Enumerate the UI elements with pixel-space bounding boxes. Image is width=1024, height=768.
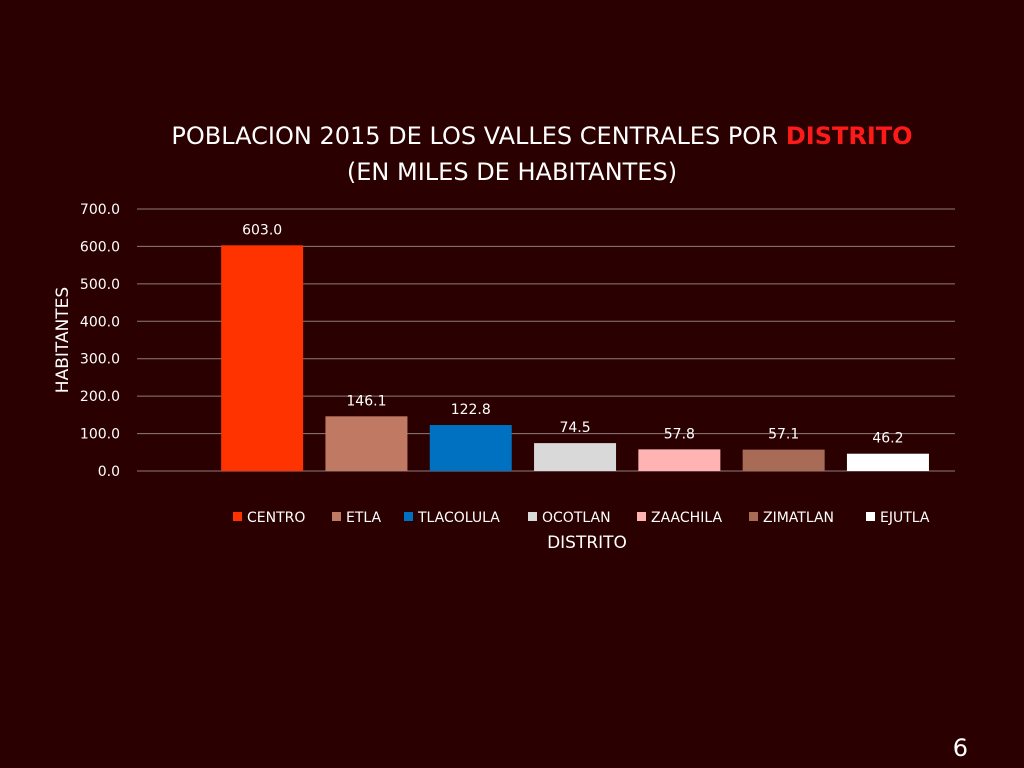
y-axis: 0.0 100.0 200.0 300.0 400.0 500.0 600.0 700.0 <box>80 202 120 480</box>
y-tick-label: 400.0 <box>80 314 120 330</box>
y-tick-label: 500.0 <box>80 277 120 293</box>
legend-swatch <box>404 512 413 521</box>
slide-number: 6 <box>952 734 968 762</box>
legend-swatch <box>332 512 341 521</box>
legend-swatch <box>637 512 646 521</box>
bar-zaachila <box>638 449 721 471</box>
y-tick-label: 600.0 <box>80 239 120 255</box>
y-tick-label: 300.0 <box>80 352 120 368</box>
bar-etla <box>325 416 408 471</box>
y-tick-label: 0.0 <box>98 464 120 480</box>
chart-title-line1: POBLACION 2015 DE LOS VALLES CENTRALES P… <box>171 122 778 150</box>
x-axis-label: DISTRITO <box>547 533 627 553</box>
legend: CENTRO ETLA TLACOLULA OCOTLAN ZAACHILA ZIMATL… <box>233 510 930 526</box>
data-label: 57.1 <box>768 427 799 443</box>
bar-zimatlan <box>742 449 825 471</box>
data-label: 146.1 <box>346 393 386 409</box>
bars <box>221 245 929 471</box>
data-labels: 603.0 146.1 122.8 74.5 57.8 57.1 46.2 <box>242 222 903 446</box>
legend-label: ZIMATLAN <box>763 510 834 526</box>
bar-ocotlan <box>534 443 617 471</box>
legend-label: EJUTLA <box>880 510 930 526</box>
legend-label: OCOTLAN <box>542 510 611 526</box>
legend-label: TLACOLULA <box>417 510 500 526</box>
y-tick-label: 100.0 <box>80 427 120 443</box>
y-tick-label: 700.0 <box>80 202 120 218</box>
legend-swatch <box>749 512 758 521</box>
chart-title: POBLACION 2015 DE LOS VALLES CENTRALES P… <box>30 122 1024 150</box>
chart-title-highlight: DISTRITO <box>785 122 913 150</box>
legend-swatch <box>866 512 875 521</box>
y-tick-label: 200.0 <box>80 389 120 405</box>
legend-swatch <box>233 512 242 521</box>
data-label: 603.0 <box>242 222 282 238</box>
chart-subtitle: (EN MILES DE HABITANTES) <box>346 158 678 186</box>
data-label: 74.5 <box>559 420 590 436</box>
legend-label: ETLA <box>346 510 382 526</box>
bar-centro <box>221 245 304 471</box>
legend-swatch <box>528 512 537 521</box>
legend-label: ZAACHILA <box>651 510 722 526</box>
bar-tlacolula <box>429 425 512 471</box>
y-axis-label: HABITANTES <box>53 287 73 393</box>
legend-label: CENTRO <box>247 510 305 526</box>
data-label: 122.8 <box>451 402 491 418</box>
bar-ejutla <box>846 453 929 471</box>
data-label: 46.2 <box>872 431 903 447</box>
data-label: 57.8 <box>664 426 695 442</box>
